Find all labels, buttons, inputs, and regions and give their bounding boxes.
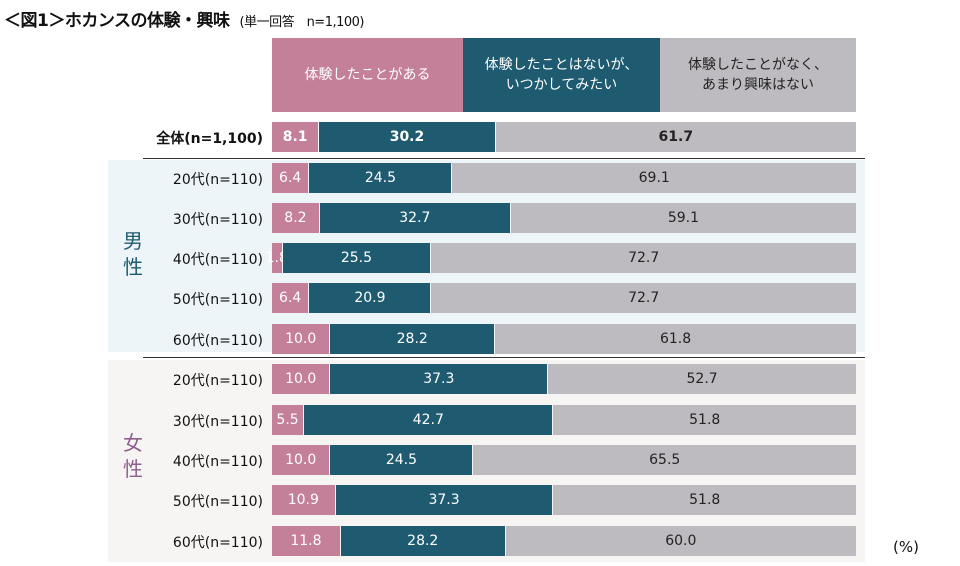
bar-segment-experienced: 8.2 — [272, 203, 319, 233]
bar-segment-want: 37.3 — [335, 485, 553, 515]
bar-segment-experienced: 10.0 — [272, 445, 330, 475]
category-label: 40代(n=110) — [172, 252, 263, 268]
divider-line — [143, 158, 865, 159]
bar-segment-experienced: 6.4 — [272, 163, 309, 193]
chart-title: ＜図1＞ホカンスの体験・興味 (単一回答 n=1,100) — [4, 6, 364, 31]
bar-segment-no-interest: 65.5 — [473, 445, 856, 475]
legend-want-to-try: 体験したことはないが、 いつかしてみたい — [463, 38, 660, 112]
bar-segment-no-interest: 72.7 — [431, 243, 856, 273]
bar-segment-experienced: 8.1 — [272, 122, 319, 152]
category-label: 30代(n=110) — [172, 212, 263, 228]
bar-segment-want: 30.2 — [319, 122, 495, 152]
bar-segment-experienced: 10.0 — [272, 364, 330, 394]
bar-segment-experienced: 5.5 — [272, 405, 304, 435]
category-label: 20代(n=110) — [172, 373, 263, 389]
title-text: ＜図1＞ホカンスの体験・興味 — [4, 11, 230, 31]
bar-segment-want: 42.7 — [304, 405, 553, 435]
unit-label: (%) — [893, 538, 919, 556]
legend-experienced: 体験したことがある — [272, 38, 463, 112]
bar-segment-no-interest: 59.1 — [510, 203, 856, 233]
bar-segment-experienced: 10.9 — [272, 485, 335, 515]
category-label: 40代(n=110) — [172, 454, 263, 470]
bar-segment-want: 28.2 — [340, 526, 505, 556]
bar-segment-no-interest: 52.7 — [548, 364, 856, 394]
category-label: 60代(n=110) — [172, 333, 263, 349]
divider-line — [143, 357, 865, 358]
bar-segment-experienced: 1.8 — [266, 243, 288, 273]
category-label: 30代(n=110) — [172, 414, 263, 430]
bar-segment-no-interest: 51.8 — [553, 485, 856, 515]
bar-segment-no-interest: 60.0 — [505, 526, 856, 556]
bar-segment-want: 28.2 — [330, 324, 495, 354]
category-label: 20代(n=110) — [172, 172, 263, 188]
bar-segment-want: 37.3 — [330, 364, 548, 394]
bar-segment-want: 25.5 — [282, 243, 431, 273]
bar-segment-want: 32.7 — [319, 203, 510, 233]
bar-segment-no-interest: 72.7 — [431, 283, 856, 313]
bar-segment-no-interest: 61.8 — [495, 324, 856, 354]
bar-segment-want: 24.5 — [309, 163, 452, 193]
category-label: 60代(n=110) — [172, 535, 263, 551]
bar-segment-experienced: 10.0 — [272, 324, 330, 354]
bar-segment-no-interest: 61.7 — [495, 122, 856, 152]
bar-segment-experienced: 11.8 — [272, 526, 340, 556]
group-label-male: 男 性 — [123, 229, 143, 279]
bar-segment-want: 20.9 — [309, 283, 431, 313]
bar-segment-experienced: 6.4 — [272, 283, 309, 313]
bar-segment-want: 24.5 — [330, 445, 473, 475]
subtitle: (単一回答 n=1,100) — [239, 15, 365, 30]
category-label: 50代(n=110) — [172, 292, 263, 308]
category-label: 50代(n=110) — [172, 494, 263, 510]
legend-no-interest: 体験したことがなく、 あまり興味はない — [660, 38, 856, 112]
category-label: 全体(n=1,100) — [156, 131, 263, 147]
group-label-female: 女 性 — [123, 431, 143, 481]
bar-segment-no-interest: 69.1 — [452, 163, 856, 193]
bar-segment-no-interest: 51.8 — [553, 405, 856, 435]
